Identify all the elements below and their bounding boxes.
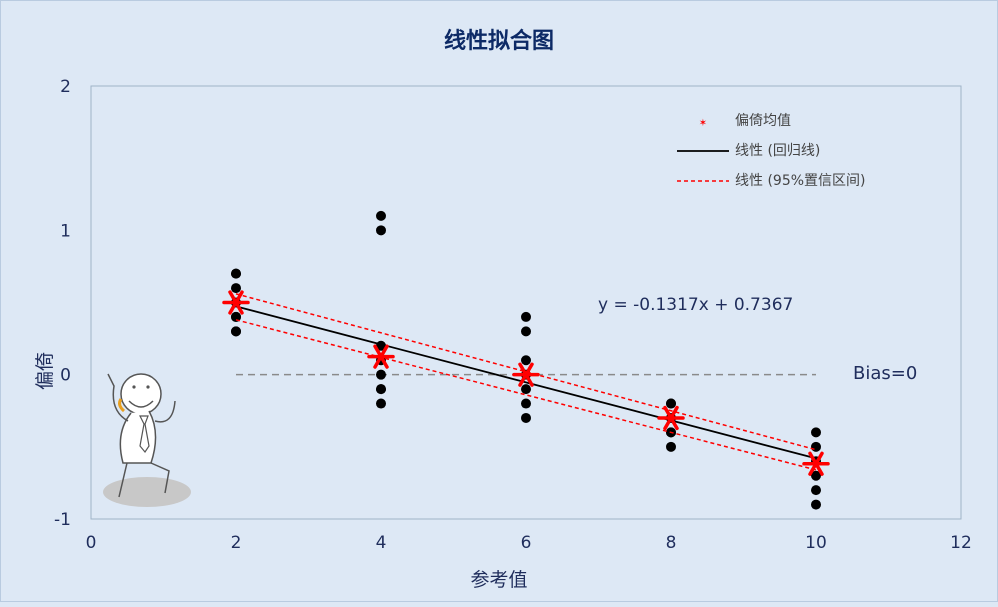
data-point — [521, 326, 531, 337]
bias-mean-marker — [222, 290, 250, 315]
x-tick-label: 2 — [231, 533, 242, 553]
y-axis-label: 偏倚 — [34, 352, 56, 390]
data-point — [521, 384, 531, 395]
legend-mean-label: 偏倚均值 — [735, 113, 791, 129]
x-tick-label: 10 — [805, 533, 827, 553]
confidence-band-upper — [235, 293, 817, 451]
plot-area — [90, 85, 962, 520]
legend-ci-label: 线性 (95%置信区间) — [735, 173, 866, 189]
data-point — [231, 283, 241, 294]
data-point — [521, 398, 531, 409]
legend-mean-symbol: ✶ — [699, 118, 707, 129]
x-axis-ticks: 0 2 4 6 8 10 12 — [86, 533, 972, 553]
data-point — [521, 412, 531, 423]
data-point — [811, 485, 821, 496]
data-point — [376, 210, 386, 221]
data-point — [666, 441, 676, 452]
y-tick-label: 2 — [60, 77, 71, 97]
data-point — [521, 311, 531, 322]
data-point — [811, 441, 821, 452]
x-tick-label: 6 — [521, 533, 532, 553]
data-point — [376, 369, 386, 380]
chart-title: 线性拟合图 — [444, 28, 554, 54]
data-point — [666, 398, 676, 409]
confidence-band-lower — [235, 319, 817, 471]
data-point — [231, 268, 241, 279]
regression-equation: y = -0.1317x + 0.7367 — [598, 295, 793, 315]
data-point — [811, 470, 821, 481]
y-tick-label: -1 — [54, 510, 71, 530]
bias-mean-marker — [802, 451, 830, 476]
bias-mean-marker — [367, 344, 395, 369]
data-point — [231, 326, 241, 337]
legend: ✶ 偏倚均值 线性 (回归线) 线性 (95%置信区间) — [677, 113, 866, 189]
cartoon-figure-illustration — [103, 373, 191, 507]
legend-regression-label: 线性 (回归线) — [735, 142, 820, 159]
data-point — [521, 355, 531, 366]
y-tick-label: 1 — [60, 221, 71, 241]
data-point — [376, 384, 386, 395]
data-point — [811, 427, 821, 438]
x-tick-label: 8 — [666, 533, 677, 553]
bias-mean-marker — [512, 362, 540, 387]
data-point — [376, 225, 386, 236]
data-point — [231, 311, 241, 322]
x-axis-label: 参考值 — [470, 569, 527, 591]
bias-mean-marker — [657, 405, 685, 431]
data-point — [811, 499, 821, 510]
bias-zero-label: Bias=0 — [853, 363, 917, 384]
x-tick-label: 12 — [950, 533, 972, 553]
data-points — [231, 210, 821, 510]
x-tick-label: 0 — [86, 533, 97, 553]
data-point — [376, 398, 386, 409]
bias-mean-markers — [222, 290, 830, 476]
y-axis-ticks: 2 1 0 -1 — [54, 77, 71, 530]
y-tick-label: 0 — [60, 366, 71, 386]
regression-line — [235, 305, 817, 460]
x-tick-label: 4 — [376, 533, 387, 553]
